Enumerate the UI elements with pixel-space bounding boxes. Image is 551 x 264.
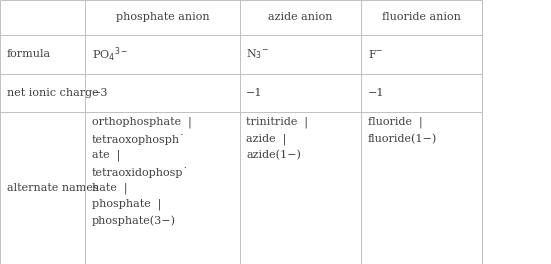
Text: −1: −1 bbox=[246, 88, 263, 98]
Text: alternate names: alternate names bbox=[7, 183, 98, 193]
Text: F$^{-}$: F$^{-}$ bbox=[368, 48, 383, 60]
Text: trinitride  |
azide  |
azide(1−): trinitride | azide | azide(1−) bbox=[246, 117, 309, 160]
Text: azide anion: azide anion bbox=[268, 12, 333, 22]
Text: formula: formula bbox=[7, 49, 51, 59]
Text: fluoride anion: fluoride anion bbox=[382, 12, 461, 22]
Text: −3: −3 bbox=[92, 88, 109, 98]
Text: N$_3$$^{-}$: N$_3$$^{-}$ bbox=[246, 48, 269, 61]
Text: −1: −1 bbox=[368, 88, 384, 98]
Text: phosphate anion: phosphate anion bbox=[116, 12, 209, 22]
Text: orthophosphate  |
tetraoxophosph˙
ate  |
tetraoxidophosp˙
hate  |
phosphate  |
p: orthophosphate | tetraoxophosph˙ ate | t… bbox=[92, 117, 192, 226]
Text: fluoride  |
fluoride(1−): fluoride | fluoride(1−) bbox=[368, 117, 437, 144]
Text: PO$_4$$^{3-}$: PO$_4$$^{3-}$ bbox=[92, 45, 128, 64]
Text: net ionic charge: net ionic charge bbox=[7, 88, 98, 98]
